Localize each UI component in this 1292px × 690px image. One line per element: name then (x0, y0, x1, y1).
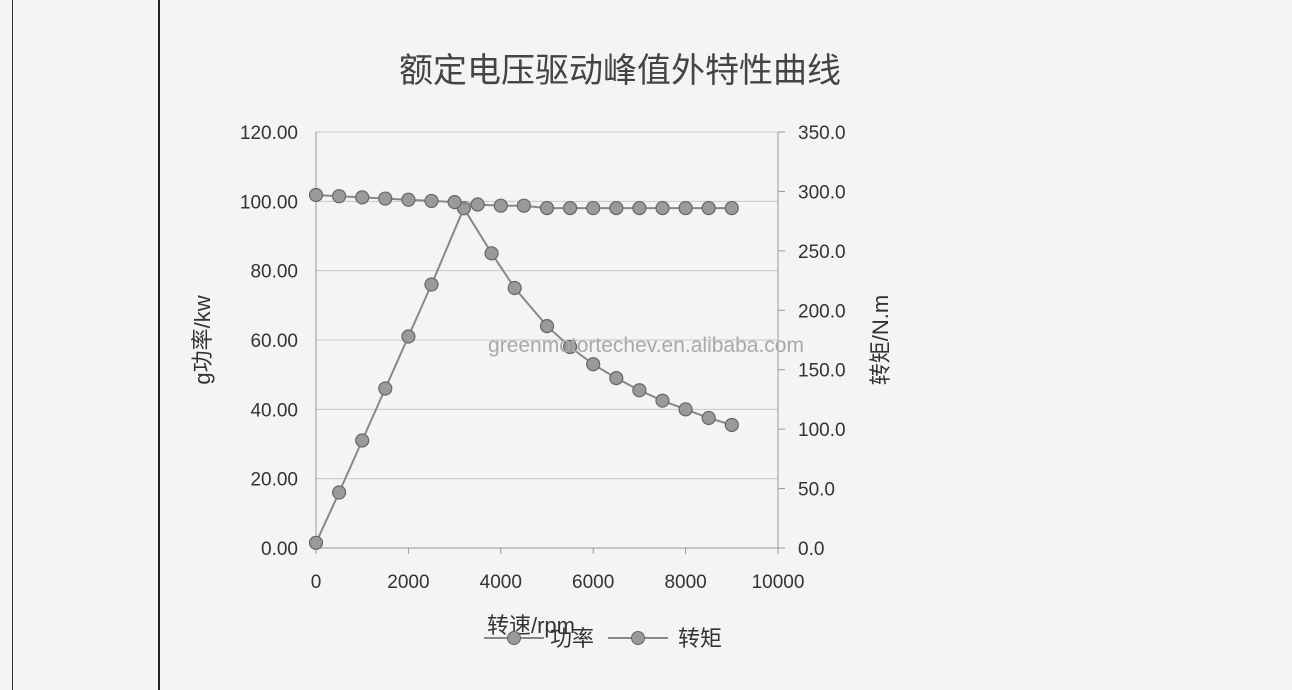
data-point-power (332, 485, 347, 500)
data-point-torque (562, 200, 578, 216)
data-point-power (701, 410, 716, 426)
data-point-power (724, 417, 739, 433)
data-point-torque (308, 187, 324, 203)
data-point-power (484, 246, 499, 261)
y-left-tick-label: 120.00 (240, 123, 298, 144)
y-right-tick-label: 150.0 (798, 361, 846, 382)
x-axis-title: 转速/rpm (487, 613, 575, 638)
x-tick-label: 10000 (752, 572, 805, 593)
left-y-axis-ticks: 0.00 20.00 40.00 60.00 80.00 100.00 120.00 (240, 123, 298, 560)
x-tick-label: 0 (311, 572, 322, 593)
data-point-torque (447, 195, 462, 210)
data-point-torque (424, 193, 439, 209)
y-axis-left-title: g功率/kw (190, 295, 215, 384)
data-point-power (562, 339, 578, 355)
table-border-line (158, 0, 160, 690)
chart-title: 额定电压驱动峰值外特性曲线 (399, 52, 841, 90)
data-point-torque (332, 189, 347, 204)
data-point-torque (470, 197, 485, 212)
data-point-torque (632, 200, 647, 216)
data-point-torque (516, 198, 532, 213)
legend-marker-torque (631, 631, 645, 645)
data-point-torque (655, 200, 670, 216)
data-point-power (507, 280, 522, 296)
data-point-power (355, 433, 370, 448)
data-point-torque (539, 200, 555, 216)
data-point-power (632, 383, 647, 398)
y-right-tick-label: 350.0 (798, 123, 846, 144)
x-tick-label: 8000 (664, 572, 706, 593)
y-left-tick-label: 0.00 (261, 539, 298, 560)
data-point-power (401, 329, 416, 344)
x-tick-label: 4000 (480, 572, 522, 593)
right-y-axis-ticks: 0.0 50.0 100.0 150.0 200.0 250.0 300.0 350.0 (778, 123, 846, 560)
y-left-tick-label: 20.00 (250, 470, 298, 491)
x-tick-label: 6000 (572, 572, 614, 593)
y-left-tick-label: 80.00 (250, 262, 298, 283)
y-left-tick-label: 60.00 (250, 331, 298, 352)
chart-legend: 功率 转矩 (484, 626, 722, 651)
page-margin-line (12, 0, 13, 690)
data-point-torque (678, 200, 693, 216)
data-point-power (539, 319, 555, 334)
data-point-torque (401, 192, 416, 207)
y-right-tick-label: 200.0 (798, 301, 846, 322)
x-axis-ticks: 0 2000 4000 6000 8000 10000 (311, 548, 805, 593)
legend-label-power: 功率 (550, 626, 594, 651)
data-point-torque (609, 200, 624, 216)
series-layer (308, 187, 739, 550)
data-point-power (655, 393, 670, 408)
data-point-torque (586, 200, 601, 216)
data-point-torque (355, 190, 370, 205)
y-right-tick-label: 100.0 (798, 420, 846, 441)
legend-label-torque: 转矩 (678, 626, 722, 651)
data-point-power (586, 357, 601, 372)
y-left-tick-label: 100.00 (240, 192, 298, 213)
data-point-torque (724, 200, 739, 216)
data-point-power (378, 381, 393, 396)
data-point-power (424, 277, 439, 292)
data-point-torque (701, 200, 716, 216)
series-line-power (315, 206, 733, 544)
data-point-power (609, 371, 624, 386)
y-left-tick-label: 40.00 (250, 400, 298, 421)
y-axis-right-title: 转矩/N.m (868, 295, 893, 385)
legend-marker-power (507, 631, 521, 645)
watermark-text: greenmotortechev.en.alibaba.com (488, 334, 804, 357)
data-point-power (308, 535, 324, 550)
data-point-torque (493, 198, 508, 213)
data-point-torque (378, 191, 393, 206)
y-right-tick-label: 300.0 (798, 182, 846, 203)
x-tick-label: 2000 (387, 572, 429, 593)
y-right-tick-label: 50.0 (798, 480, 835, 501)
data-point-power (678, 402, 693, 417)
y-right-tick-label: 0.0 (798, 539, 824, 560)
y-right-tick-label: 250.0 (798, 242, 846, 263)
